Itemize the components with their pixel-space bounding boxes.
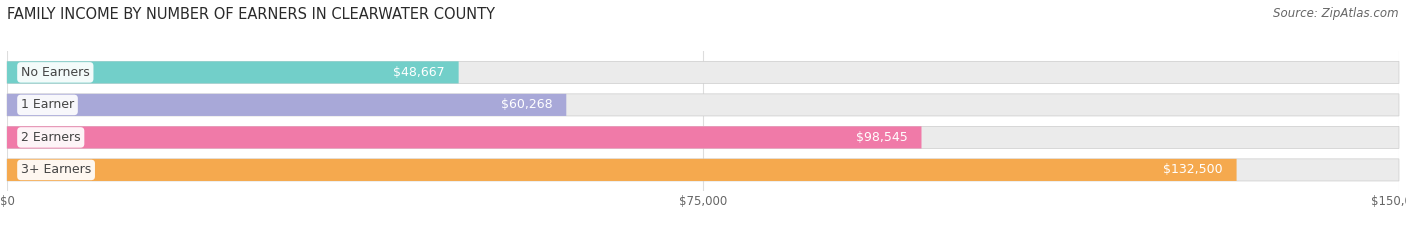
Text: $98,545: $98,545 (856, 131, 907, 144)
Text: No Earners: No Earners (21, 66, 90, 79)
Text: Source: ZipAtlas.com: Source: ZipAtlas.com (1274, 7, 1399, 20)
FancyBboxPatch shape (7, 159, 1399, 181)
FancyBboxPatch shape (7, 94, 1399, 116)
FancyBboxPatch shape (7, 126, 1399, 148)
Text: FAMILY INCOME BY NUMBER OF EARNERS IN CLEARWATER COUNTY: FAMILY INCOME BY NUMBER OF EARNERS IN CL… (7, 7, 495, 22)
FancyBboxPatch shape (7, 61, 1399, 83)
Text: $60,268: $60,268 (501, 98, 553, 111)
Text: 2 Earners: 2 Earners (21, 131, 80, 144)
Text: $132,500: $132,500 (1163, 163, 1223, 176)
FancyBboxPatch shape (7, 159, 1237, 181)
FancyBboxPatch shape (7, 126, 921, 148)
FancyBboxPatch shape (7, 94, 567, 116)
Text: 3+ Earners: 3+ Earners (21, 163, 91, 176)
Text: 1 Earner: 1 Earner (21, 98, 75, 111)
FancyBboxPatch shape (7, 61, 458, 83)
Text: $48,667: $48,667 (394, 66, 444, 79)
